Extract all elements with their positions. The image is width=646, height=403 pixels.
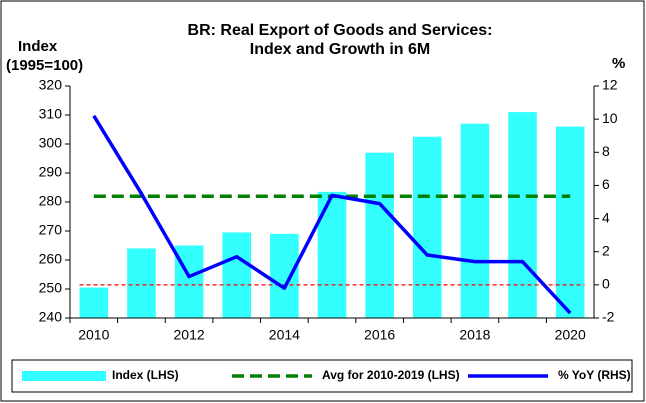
bar bbox=[79, 287, 109, 318]
line bbox=[92, 114, 572, 315]
legend-swatch bbox=[22, 371, 106, 381]
y2-tick-label: 6 bbox=[602, 176, 610, 192]
x-tick-label: 2012 bbox=[174, 327, 205, 343]
y-tick-label: 240 bbox=[39, 309, 63, 325]
chart-title: BR: Real Export of Goods and Services: bbox=[188, 22, 493, 39]
y-tick-label: 260 bbox=[39, 251, 63, 267]
x-tick-label: 2010 bbox=[78, 327, 109, 343]
bar bbox=[222, 232, 252, 318]
x-tick-label: 2016 bbox=[364, 327, 395, 343]
x-tick-label: 2018 bbox=[459, 327, 490, 343]
y-tick-label: 290 bbox=[39, 164, 63, 180]
y2-tick-label: -2 bbox=[602, 309, 615, 325]
legend-label: Avg for 2010-2019 (LHS) bbox=[322, 368, 460, 382]
y2-tick-label: 2 bbox=[602, 242, 610, 258]
y-tick-label: 250 bbox=[39, 280, 63, 296]
bar bbox=[365, 152, 394, 318]
y2-tick-label: 4 bbox=[602, 209, 610, 225]
x-tick-label: 2014 bbox=[269, 327, 300, 343]
bar bbox=[317, 191, 347, 318]
y2-tick-label: 8 bbox=[602, 143, 610, 159]
bar bbox=[460, 123, 490, 318]
bar bbox=[508, 112, 537, 318]
y2-tick-label: 12 bbox=[602, 77, 618, 93]
bar bbox=[555, 126, 585, 318]
chart-title: Index and Growth in 6M bbox=[250, 41, 430, 58]
x-tick-label: 2020 bbox=[555, 327, 586, 343]
y-tick-label: 310 bbox=[39, 106, 63, 122]
y-tick-label: 280 bbox=[39, 193, 63, 209]
y-axis-label: (1995=100) bbox=[6, 57, 83, 74]
bar bbox=[127, 248, 156, 318]
y-tick-label: 300 bbox=[39, 135, 63, 151]
y2-tick-label: 0 bbox=[602, 276, 610, 292]
y2-axis-label: % bbox=[612, 55, 625, 72]
legend-label: % YoY (RHS) bbox=[558, 368, 631, 382]
legend-label: Index (LHS) bbox=[112, 368, 179, 382]
y-tick-label: 320 bbox=[39, 77, 63, 93]
bar bbox=[412, 136, 442, 318]
y2-tick-label: 10 bbox=[602, 110, 618, 126]
bar bbox=[270, 233, 299, 318]
y-tick-label: 270 bbox=[39, 222, 63, 238]
y-axis-label: Index bbox=[18, 38, 58, 55]
